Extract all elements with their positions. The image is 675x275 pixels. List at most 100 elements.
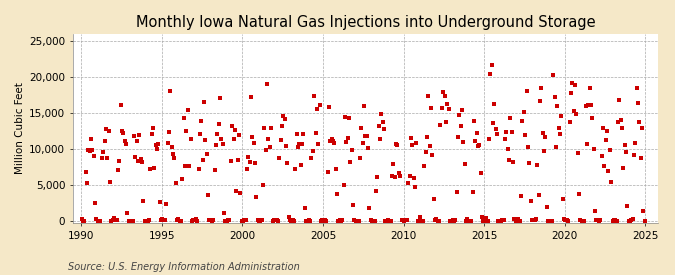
- Point: [512, 218, 522, 222]
- Point: [498, 218, 509, 222]
- Point: [391, 141, 402, 146]
- Point: [435, 122, 446, 127]
- Point: [418, 218, 429, 223]
- Point: [250, 161, 261, 165]
- Point: [157, 217, 167, 221]
- Point: [170, 181, 181, 185]
- Point: [493, 219, 504, 223]
- Point: [158, 218, 169, 222]
- Point: [467, 189, 478, 194]
- Point: [564, 120, 575, 124]
- Point: [380, 219, 391, 223]
- Point: [109, 216, 119, 220]
- Point: [155, 218, 166, 223]
- Point: [368, 219, 379, 223]
- Point: [398, 218, 408, 222]
- Point: [638, 209, 649, 213]
- Point: [200, 138, 211, 142]
- Point: [153, 142, 163, 147]
- Point: [132, 139, 142, 143]
- Point: [188, 218, 198, 222]
- Point: [373, 124, 384, 128]
- Point: [289, 218, 300, 223]
- Point: [637, 126, 647, 130]
- Point: [540, 135, 551, 139]
- Point: [421, 150, 431, 155]
- Point: [387, 174, 398, 179]
- Point: [182, 108, 193, 113]
- Point: [485, 72, 495, 77]
- Point: [136, 157, 146, 161]
- Point: [404, 174, 415, 178]
- Point: [371, 189, 381, 193]
- Point: [533, 193, 544, 197]
- Point: [247, 134, 258, 139]
- Point: [99, 139, 110, 143]
- Point: [228, 137, 239, 141]
- Point: [441, 120, 452, 125]
- Point: [601, 129, 612, 133]
- Point: [288, 218, 298, 222]
- Point: [82, 181, 92, 185]
- Point: [78, 219, 88, 223]
- Point: [133, 159, 144, 164]
- Point: [442, 102, 453, 106]
- Point: [299, 205, 310, 210]
- Point: [544, 219, 555, 223]
- Point: [389, 174, 400, 179]
- Point: [297, 142, 308, 146]
- Point: [516, 194, 526, 199]
- Point: [379, 127, 389, 132]
- Point: [186, 219, 197, 223]
- Point: [517, 119, 528, 124]
- Point: [167, 152, 178, 156]
- Point: [589, 147, 599, 151]
- Point: [570, 82, 580, 87]
- Point: [504, 158, 514, 162]
- Point: [518, 109, 529, 114]
- Point: [560, 218, 571, 222]
- Point: [277, 124, 288, 128]
- Point: [529, 218, 540, 223]
- Point: [341, 140, 352, 145]
- Point: [302, 218, 313, 223]
- Point: [300, 218, 311, 223]
- Point: [478, 218, 489, 223]
- Point: [607, 218, 618, 223]
- Point: [593, 218, 603, 222]
- Point: [265, 145, 275, 149]
- Point: [303, 218, 314, 222]
- Point: [456, 107, 467, 112]
- Point: [118, 131, 129, 135]
- Point: [619, 142, 630, 147]
- Point: [90, 201, 101, 205]
- Point: [161, 202, 171, 206]
- Point: [443, 107, 454, 111]
- Point: [612, 119, 623, 124]
- Point: [335, 218, 346, 223]
- Point: [224, 218, 235, 222]
- Point: [558, 197, 568, 201]
- Point: [345, 160, 356, 164]
- Point: [145, 167, 156, 172]
- Text: Source: U.S. Energy Information Administration: Source: U.S. Energy Information Administ…: [68, 262, 299, 272]
- Point: [244, 160, 255, 164]
- Point: [322, 170, 333, 174]
- Point: [555, 131, 566, 136]
- Point: [137, 160, 148, 164]
- Point: [427, 153, 438, 158]
- Point: [119, 139, 130, 144]
- Point: [554, 126, 564, 130]
- Point: [121, 142, 132, 146]
- Point: [220, 218, 231, 223]
- Point: [479, 219, 490, 223]
- Point: [372, 174, 383, 179]
- Point: [628, 153, 639, 157]
- Point: [176, 219, 186, 223]
- Point: [177, 176, 188, 181]
- Point: [632, 101, 643, 105]
- Point: [423, 94, 434, 98]
- Point: [184, 164, 194, 168]
- Point: [165, 89, 176, 93]
- Point: [475, 170, 486, 175]
